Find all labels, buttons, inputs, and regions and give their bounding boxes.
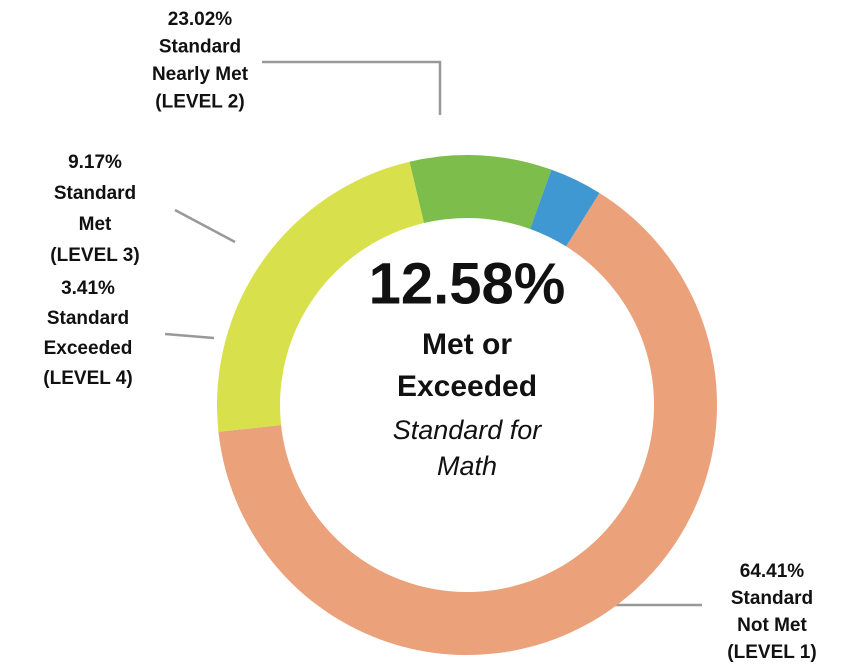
center-italic: Math xyxy=(437,451,497,481)
data-label: 64.41% xyxy=(740,561,805,582)
category-label: Nearly Met xyxy=(152,64,249,85)
category-label: (LEVEL 1) xyxy=(727,642,816,663)
category-label: (LEVEL 2) xyxy=(155,92,244,113)
leader-line xyxy=(174,208,236,244)
center-bold: Exceeded xyxy=(397,370,537,403)
center-bold: Met or xyxy=(422,328,512,361)
labels: 64.41% Standard Not Met (LEVEL 1) 23.02% Stan… xyxy=(43,9,816,663)
center-text: 12.58% Met or Exceeded Standard for Math xyxy=(369,251,566,481)
center-italic: Standard for xyxy=(393,415,543,445)
category-label: Standard xyxy=(159,37,241,58)
data-label: 23.02% xyxy=(168,9,233,30)
category-label: Standard xyxy=(731,588,813,609)
center-headline: 12.58% xyxy=(369,251,566,316)
leader-line xyxy=(262,60,442,115)
leader-line xyxy=(164,332,215,340)
data-label: 9.17% xyxy=(68,152,122,173)
category-label: Exceeded xyxy=(44,338,133,359)
donut xyxy=(217,155,718,655)
category-label: (LEVEL 3) xyxy=(50,245,139,266)
category-label: (LEVEL 4) xyxy=(43,368,132,389)
donut-segment xyxy=(530,169,600,247)
category-label: Standard xyxy=(54,183,136,204)
data-label: 3.41% xyxy=(61,278,115,299)
category-label: Standard xyxy=(47,308,129,329)
donut-segment xyxy=(217,161,425,432)
category-label: Not Met xyxy=(737,615,807,636)
donut-segment xyxy=(409,155,552,229)
category-label: Met xyxy=(79,214,112,235)
